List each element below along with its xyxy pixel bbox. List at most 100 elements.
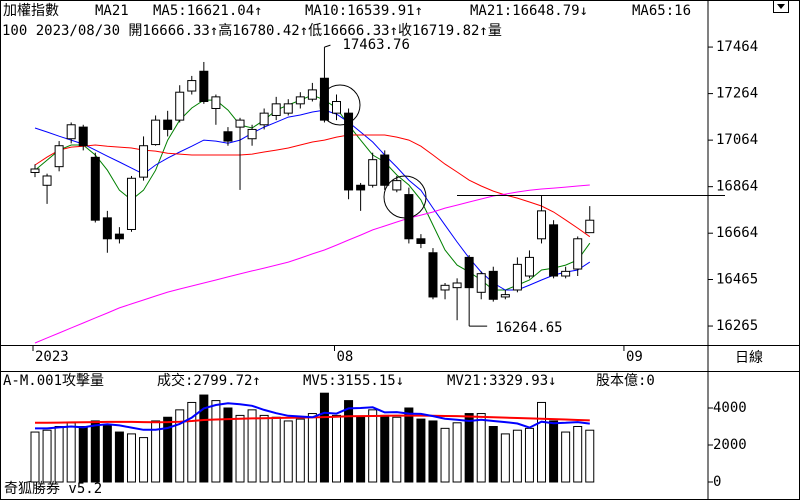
legend-entry: MA21:16648.79↓ (470, 3, 588, 19)
y-tick-label: 4000 (713, 400, 747, 416)
candle-body (175, 91, 185, 121)
candle-body (368, 159, 378, 186)
mv-line (35, 402, 590, 431)
price-header: 加權指數 MA21 MA5:16621.04↑ MA10:16539.91↑ MA21:… (3, 3, 691, 19)
legend-entry: MA10:16539.91↑ (305, 3, 423, 19)
candle-body (307, 89, 317, 100)
volume-bar (247, 409, 257, 483)
volume-bar (476, 413, 486, 483)
volume-bar (416, 418, 426, 483)
candle-body (223, 131, 233, 142)
candle-body (283, 103, 293, 114)
volume-bar (139, 437, 149, 483)
indicator-label: MA21 (95, 3, 129, 19)
legend-entry: 股本億:0 (596, 373, 655, 389)
volume-bar (223, 407, 233, 483)
candle-body (549, 224, 559, 277)
candle-body (500, 294, 510, 298)
volume-bar (199, 394, 209, 483)
candle-body (537, 210, 547, 240)
candle-body (30, 168, 40, 173)
candle-body (66, 124, 76, 140)
volume-bar (78, 426, 88, 483)
high-annotation: 17463.76 (342, 37, 409, 53)
y-tick-label: 17264 (716, 86, 758, 102)
legend-entry: MV5:3155.15↓ (303, 373, 404, 389)
ma-line (34, 134, 591, 238)
chart-title: A-M.001攻擊量 (3, 372, 104, 389)
volume-bar (283, 420, 293, 483)
volume-bar (295, 418, 305, 483)
volume-bar (175, 409, 185, 483)
volume-bar (187, 401, 197, 483)
volume-bar (332, 414, 341, 483)
volume-bar (549, 420, 559, 483)
candle-body (54, 145, 64, 168)
candle-body (356, 184, 366, 191)
candle-body (344, 112, 354, 191)
y-tick-label: 0 (713, 474, 721, 490)
volume-bar (235, 414, 245, 483)
volume-bar (488, 426, 498, 483)
candle-body (332, 101, 341, 114)
y-tick-label: 17464 (716, 39, 758, 55)
volume-bar (440, 427, 450, 483)
volume-bar (42, 429, 52, 483)
candle-body (380, 154, 390, 186)
volume-bar (30, 431, 40, 483)
candle-body (247, 128, 257, 140)
candle-body (464, 256, 474, 289)
volume-bar (537, 401, 547, 483)
candle-body (114, 233, 124, 240)
candle-body (440, 284, 450, 291)
candle-body (259, 112, 269, 126)
volume-bar (380, 414, 390, 483)
x-tick-label: 2023 (35, 349, 69, 365)
ma-line (34, 109, 591, 291)
volume-bar (259, 414, 269, 483)
candle-body (573, 238, 583, 270)
candle-body (151, 119, 161, 146)
volume-bar (344, 400, 354, 483)
candle-body (585, 219, 595, 234)
low-annotation: 16264.65 (495, 320, 562, 336)
period-label: 日線 (735, 350, 763, 366)
volume-bar (163, 416, 173, 483)
volume-bar (66, 422, 76, 483)
volume-bar (90, 420, 100, 483)
volume-bar (500, 433, 510, 483)
y-tick-label: 2000 (713, 437, 747, 453)
candle-body (90, 156, 100, 221)
candle-body (163, 119, 173, 130)
x-tick-label: 08 (337, 349, 354, 365)
window-button-icon (777, 4, 785, 9)
volume-bar (102, 424, 112, 483)
cross-marker (383, 175, 427, 219)
volume-bar (585, 429, 595, 483)
candle-body (139, 145, 149, 178)
ma-line (34, 94, 591, 291)
candle-body (199, 70, 209, 103)
candle-body (561, 270, 571, 277)
y-tick-label: 16465 (716, 272, 758, 288)
footer: 奇狐勝券 v5.2 (4, 480, 102, 497)
legend-entry: MA65:16 (632, 3, 691, 19)
y-tick-label: 16864 (716, 179, 758, 195)
legend-entry: MV21:3329.93↓ (447, 373, 557, 389)
volume-bar (464, 413, 474, 483)
candle-body (392, 180, 402, 191)
volume-bar (573, 426, 583, 483)
candle-body (512, 263, 522, 291)
y-tick-label: 16664 (716, 225, 758, 241)
volume-bar (54, 426, 64, 483)
y-tick-label: 16265 (716, 318, 758, 334)
volume-bar (114, 431, 124, 483)
volume-bar (512, 429, 522, 483)
volume-bar (356, 416, 366, 483)
volume-bar (307, 413, 317, 483)
candle-body (476, 273, 486, 293)
volume-bar (368, 409, 378, 483)
chart-title: 加權指數 (3, 3, 59, 19)
candle-body (78, 126, 88, 147)
